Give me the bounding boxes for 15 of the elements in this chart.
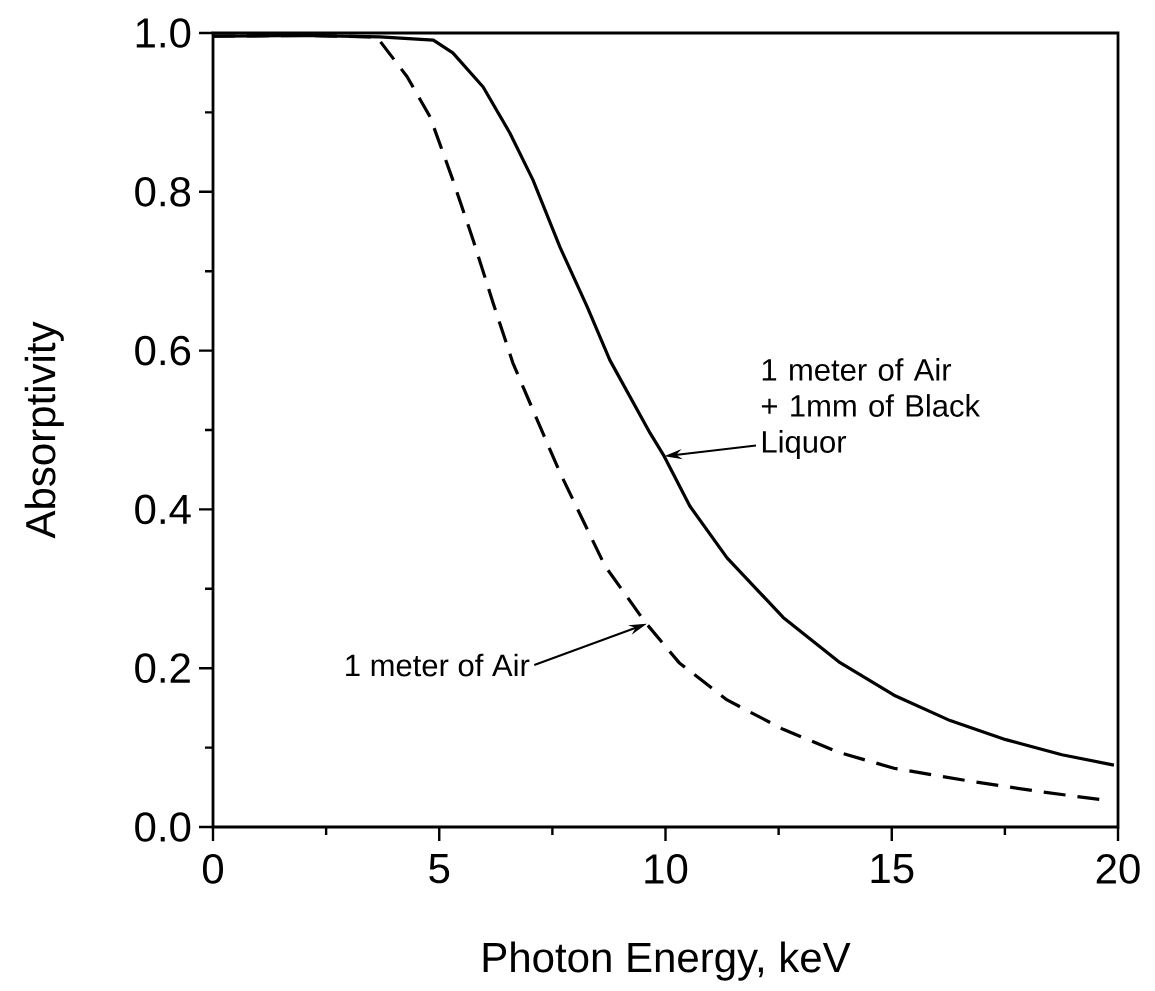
y-tick-label: 0.2 (135, 653, 190, 684)
x-axis-title: Photon Energy, keV (483, 941, 851, 981)
y-tick-label: 0.0 (135, 812, 191, 842)
x-tick-label: 5 (429, 854, 450, 884)
y-tick-label: 0.4 (135, 494, 191, 525)
x-tick-label: 15 (871, 854, 914, 884)
y-tick-label: 1.0 (136, 18, 191, 48)
x-tick-label: 0 (202, 854, 224, 884)
x-tick-label: 10 (645, 854, 688, 884)
y-tick-label: 0.6 (135, 335, 191, 366)
annotation: 1 meter of Air (346, 653, 530, 677)
annotation: 1 meter of Air + 1mm of Black Liquor (761, 358, 981, 460)
y-tick-label: 0.8 (135, 176, 191, 207)
x-tick-label: 20 (1096, 854, 1140, 884)
y-axis-title: Absorptivity (24, 321, 64, 539)
